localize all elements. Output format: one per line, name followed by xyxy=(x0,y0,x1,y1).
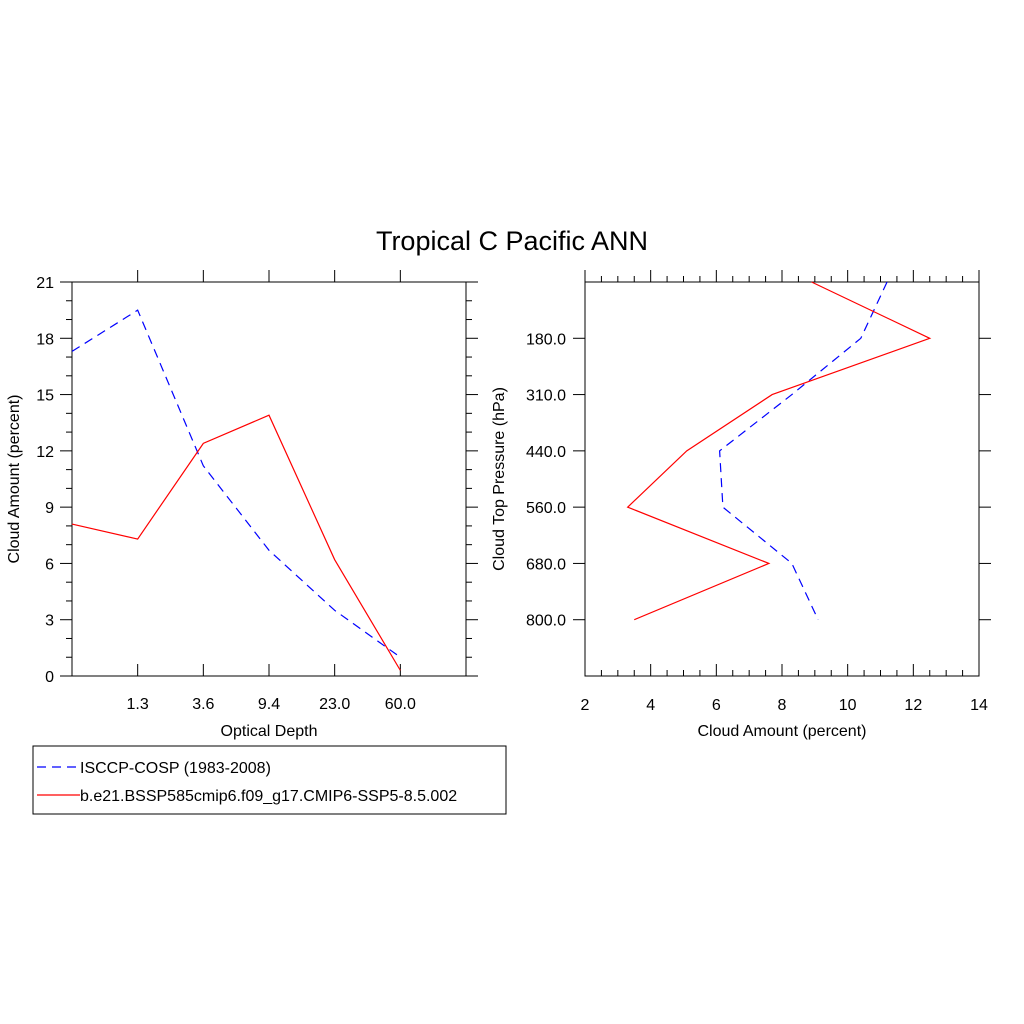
right-x-tick-label: 2 xyxy=(581,697,590,714)
right-x-tick-label: 6 xyxy=(712,697,721,714)
right-series-line-1 xyxy=(626,281,932,621)
left-tick-labels: 1.3 3.6 9.4 23.0 60.0 0 3 6 9 12 15 18 21 xyxy=(36,275,416,713)
right-x-tick-label: 14 xyxy=(970,697,988,714)
legend: ISCCP-COSP (1983-2008) b.e21.BSSP585cmip… xyxy=(32,745,507,815)
right-plot-frame xyxy=(584,281,980,677)
legend-label-isccp: ISCCP-COSP (1983-2008) xyxy=(80,760,271,777)
left-y-tick-label: 18 xyxy=(36,331,54,348)
right-y-axis-label: Cloud Top Pressure (hPa) xyxy=(491,387,508,571)
right-x-tick-label: 8 xyxy=(778,697,787,714)
left-y-tick-label: 6 xyxy=(45,556,54,573)
right-x-axis-label: Cloud Amount (percent) xyxy=(698,723,867,740)
left-x-axis-label: Optical Depth xyxy=(221,723,318,740)
cloud-top-pressure-panel: 2 4 6 8 10 12 14 180.0 310.0 440.0 560.0 680.0 800.0… xyxy=(491,270,991,740)
right-y-tick-label: 560.0 xyxy=(526,500,566,517)
right-tick-labels: 2 4 6 8 10 12 14 180.0 310.0 440.0 560.0 680.0 800.0 xyxy=(526,331,988,714)
right-x-tick-label: 10 xyxy=(839,697,857,714)
right-y-tick-label: 310.0 xyxy=(526,388,566,405)
left-x-tick-label: 3.6 xyxy=(192,696,214,713)
chart-title: Tropical C Pacific ANN xyxy=(376,226,648,256)
left-y-tick-label: 0 xyxy=(45,669,54,686)
left-y-tick-label: 15 xyxy=(36,388,54,405)
left-series-line-0 xyxy=(71,309,401,658)
right-y-tick-label: 440.0 xyxy=(526,444,566,461)
left-y-tick-label: 12 xyxy=(36,444,54,461)
left-x-tick-label: 60.0 xyxy=(385,696,416,713)
right-x-tick-label: 12 xyxy=(904,697,922,714)
left-y-tick-label: 21 xyxy=(36,275,54,292)
legend-label-model: b.e21.BSSP585cmip6.f09_g17.CMIP6-SSP5-8.… xyxy=(80,788,457,805)
right-series-line-0 xyxy=(718,281,888,620)
left-series-lines xyxy=(71,309,401,671)
left-x-tick-label: 1.3 xyxy=(127,696,149,713)
optical-depth-panel: 1.3 3.6 9.4 23.0 60.0 0 3 6 9 12 15 18 21 Optical De… xyxy=(6,270,478,740)
right-series-lines xyxy=(626,281,932,621)
left-y-tick-label: 3 xyxy=(45,613,54,630)
left-y-axis-label: Cloud Amount (percent) xyxy=(6,395,23,564)
right-y-tick-label: 680.0 xyxy=(526,556,566,573)
right-tick-marks xyxy=(573,270,991,676)
legend-box xyxy=(32,745,507,815)
left-plot-frame xyxy=(71,281,467,677)
left-series-line-1 xyxy=(71,414,401,671)
left-x-tick-label: 23.0 xyxy=(319,696,350,713)
right-x-tick-label: 4 xyxy=(646,697,655,714)
left-tick-marks xyxy=(60,270,478,677)
left-y-tick-label: 9 xyxy=(45,500,54,517)
right-y-tick-label: 800.0 xyxy=(526,613,566,630)
left-x-tick-label: 9.4 xyxy=(258,696,280,713)
right-y-tick-label: 180.0 xyxy=(526,331,566,348)
